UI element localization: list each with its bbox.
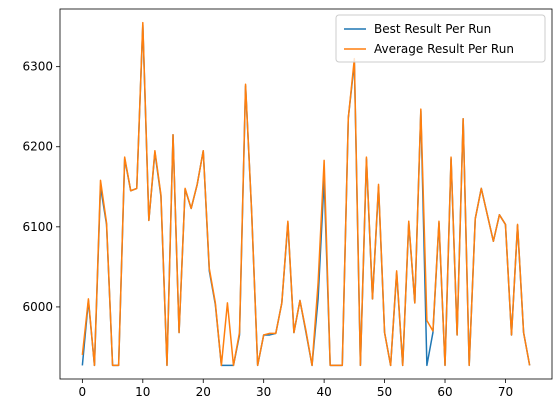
plot-frame (59, 8, 553, 380)
y-tick-label: 6300 (22, 60, 53, 74)
series-line-2 (81, 21, 531, 367)
x-tick-label: 60 (437, 385, 452, 399)
x-tick-label: 40 (316, 385, 331, 399)
y-tick-label: 6000 (22, 300, 53, 314)
y-tick-label: 6100 (22, 220, 53, 234)
x-tick-label: 20 (196, 385, 211, 399)
x-tick-label: 70 (498, 385, 513, 399)
legend-box (335, 14, 546, 63)
x-tick-label: 10 (135, 385, 150, 399)
x-tick-label: 0 (79, 385, 87, 399)
x-tick-label: 50 (377, 385, 392, 399)
legend-label-1: Best Result Per Run (374, 22, 491, 36)
series-line-1 (81, 24, 531, 367)
y-tick-label: 6200 (22, 140, 53, 154)
legend-label-2: Average Result Per Run (374, 42, 514, 56)
x-tick-label: 30 (256, 385, 271, 399)
